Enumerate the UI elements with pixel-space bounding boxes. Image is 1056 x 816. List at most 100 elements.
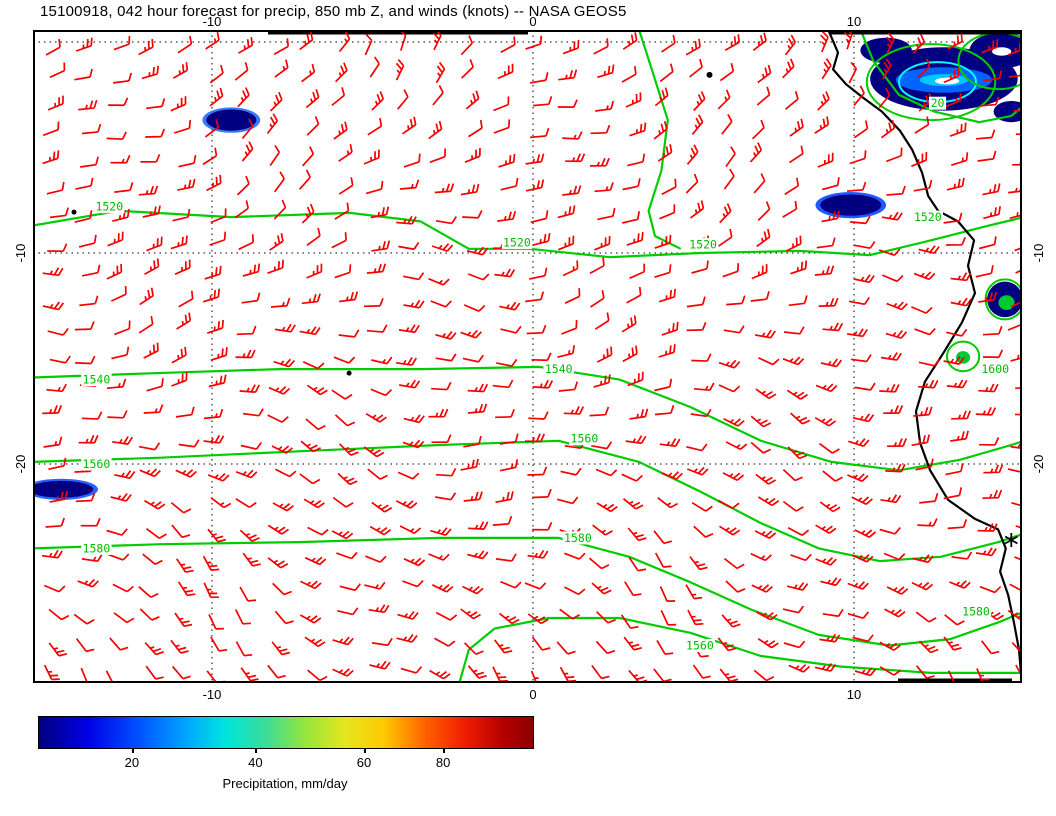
wind-barb [661, 471, 683, 480]
wind-barb [629, 122, 647, 137]
wind-barb [48, 642, 68, 657]
wind-barb [467, 665, 487, 679]
wind-barb [170, 235, 188, 250]
wind-barb [242, 552, 261, 567]
wind-barb [628, 669, 648, 683]
wind-barb [981, 39, 999, 54]
wind-barb [723, 418, 745, 427]
x-tick-label-bottom: -10 [202, 687, 222, 702]
wind-barb [460, 183, 480, 196]
wind-barb [371, 240, 391, 252]
wind-barb [756, 86, 771, 106]
wind-barb [1007, 465, 1022, 474]
wind-barb [274, 171, 285, 193]
contour-label-bg [81, 541, 112, 555]
wind-barb [144, 258, 160, 276]
wind-barb [595, 100, 615, 112]
wind-barb [435, 353, 457, 362]
wind-barb [500, 177, 519, 191]
wind-barb [943, 636, 962, 651]
wind-barb [886, 185, 906, 196]
wind-barb [275, 468, 297, 478]
wind-barb [725, 580, 746, 593]
wind-barb [691, 114, 704, 135]
wind-barb [81, 553, 103, 563]
height-contour-1540 [33, 365, 1022, 472]
wind-barb [880, 352, 902, 361]
wind-barb [429, 669, 451, 680]
wind-barb [594, 235, 611, 251]
wind-barb [75, 492, 96, 503]
wind-barb [45, 517, 65, 528]
height-contour-1520 [33, 209, 1022, 259]
wind-barb [274, 59, 289, 78]
wind-barb [531, 636, 551, 651]
wind-barb [525, 291, 545, 303]
wind-barb [106, 528, 128, 536]
wind-barb [301, 293, 321, 305]
wind-barb [626, 286, 642, 304]
y-tick-label-left: -20 [13, 454, 28, 474]
wind-barb [305, 418, 326, 431]
wind-barb [468, 119, 483, 138]
wind-barb [267, 259, 284, 275]
wind-barb [463, 491, 483, 502]
wind-barb [718, 359, 741, 369]
wind-barb [73, 613, 95, 625]
wind-barb [979, 585, 1002, 594]
wind-barb [725, 146, 736, 168]
wind-barb [1015, 257, 1022, 274]
wind-barb [886, 586, 909, 595]
wind-barb [781, 58, 795, 79]
wind-barb [363, 149, 380, 165]
wind-barb [467, 273, 490, 281]
wind-barb [885, 330, 908, 339]
contour-label: 1540 [545, 362, 573, 376]
wind-barb [336, 551, 358, 560]
wind-barb [493, 96, 510, 112]
wind-barb [369, 525, 392, 536]
wind-barb [854, 240, 876, 250]
wind-barb [686, 466, 709, 476]
wind-barb [790, 412, 811, 425]
wind-barb [911, 152, 928, 167]
contour-label: 1520 [914, 210, 942, 224]
height-contour-1580 [33, 536, 1022, 647]
wind-barb [882, 58, 892, 80]
wind-barb [460, 329, 482, 339]
wind-barb [43, 664, 60, 681]
wind-barb [431, 584, 454, 593]
wind-barb [299, 31, 314, 51]
wind-barb [170, 639, 189, 654]
wind-barb [951, 152, 969, 167]
wind-barb [719, 203, 732, 224]
wind-barb [145, 528, 167, 539]
wind-barb [141, 65, 160, 80]
wind-barb [82, 123, 102, 135]
wind-barb [395, 500, 418, 509]
wind-barb [629, 408, 649, 420]
wind-barb [654, 234, 672, 249]
wind-barb [821, 58, 832, 80]
contour-label-bg [687, 238, 719, 252]
colorbar-tick-mark [255, 748, 258, 753]
wind-barb [79, 295, 99, 307]
wind-barb [943, 67, 960, 84]
wind-barb [49, 355, 71, 364]
wind-barb [365, 180, 384, 195]
wind-barb [431, 381, 452, 391]
wind-barb [624, 581, 642, 597]
wind-barb [241, 292, 261, 304]
wind-barb [654, 405, 675, 416]
wind-barb [495, 491, 514, 504]
station-marker-spoke [1004, 535, 1018, 545]
y-tick-label-right: -10 [1031, 243, 1046, 263]
wind-barb [242, 263, 261, 277]
wind-barb [943, 212, 963, 224]
wind-barb [42, 150, 60, 165]
wind-barb [814, 416, 837, 427]
wind-barb [564, 288, 581, 304]
wind-barb [914, 116, 930, 134]
wind-barb [854, 667, 877, 677]
wind-barb [912, 554, 934, 564]
